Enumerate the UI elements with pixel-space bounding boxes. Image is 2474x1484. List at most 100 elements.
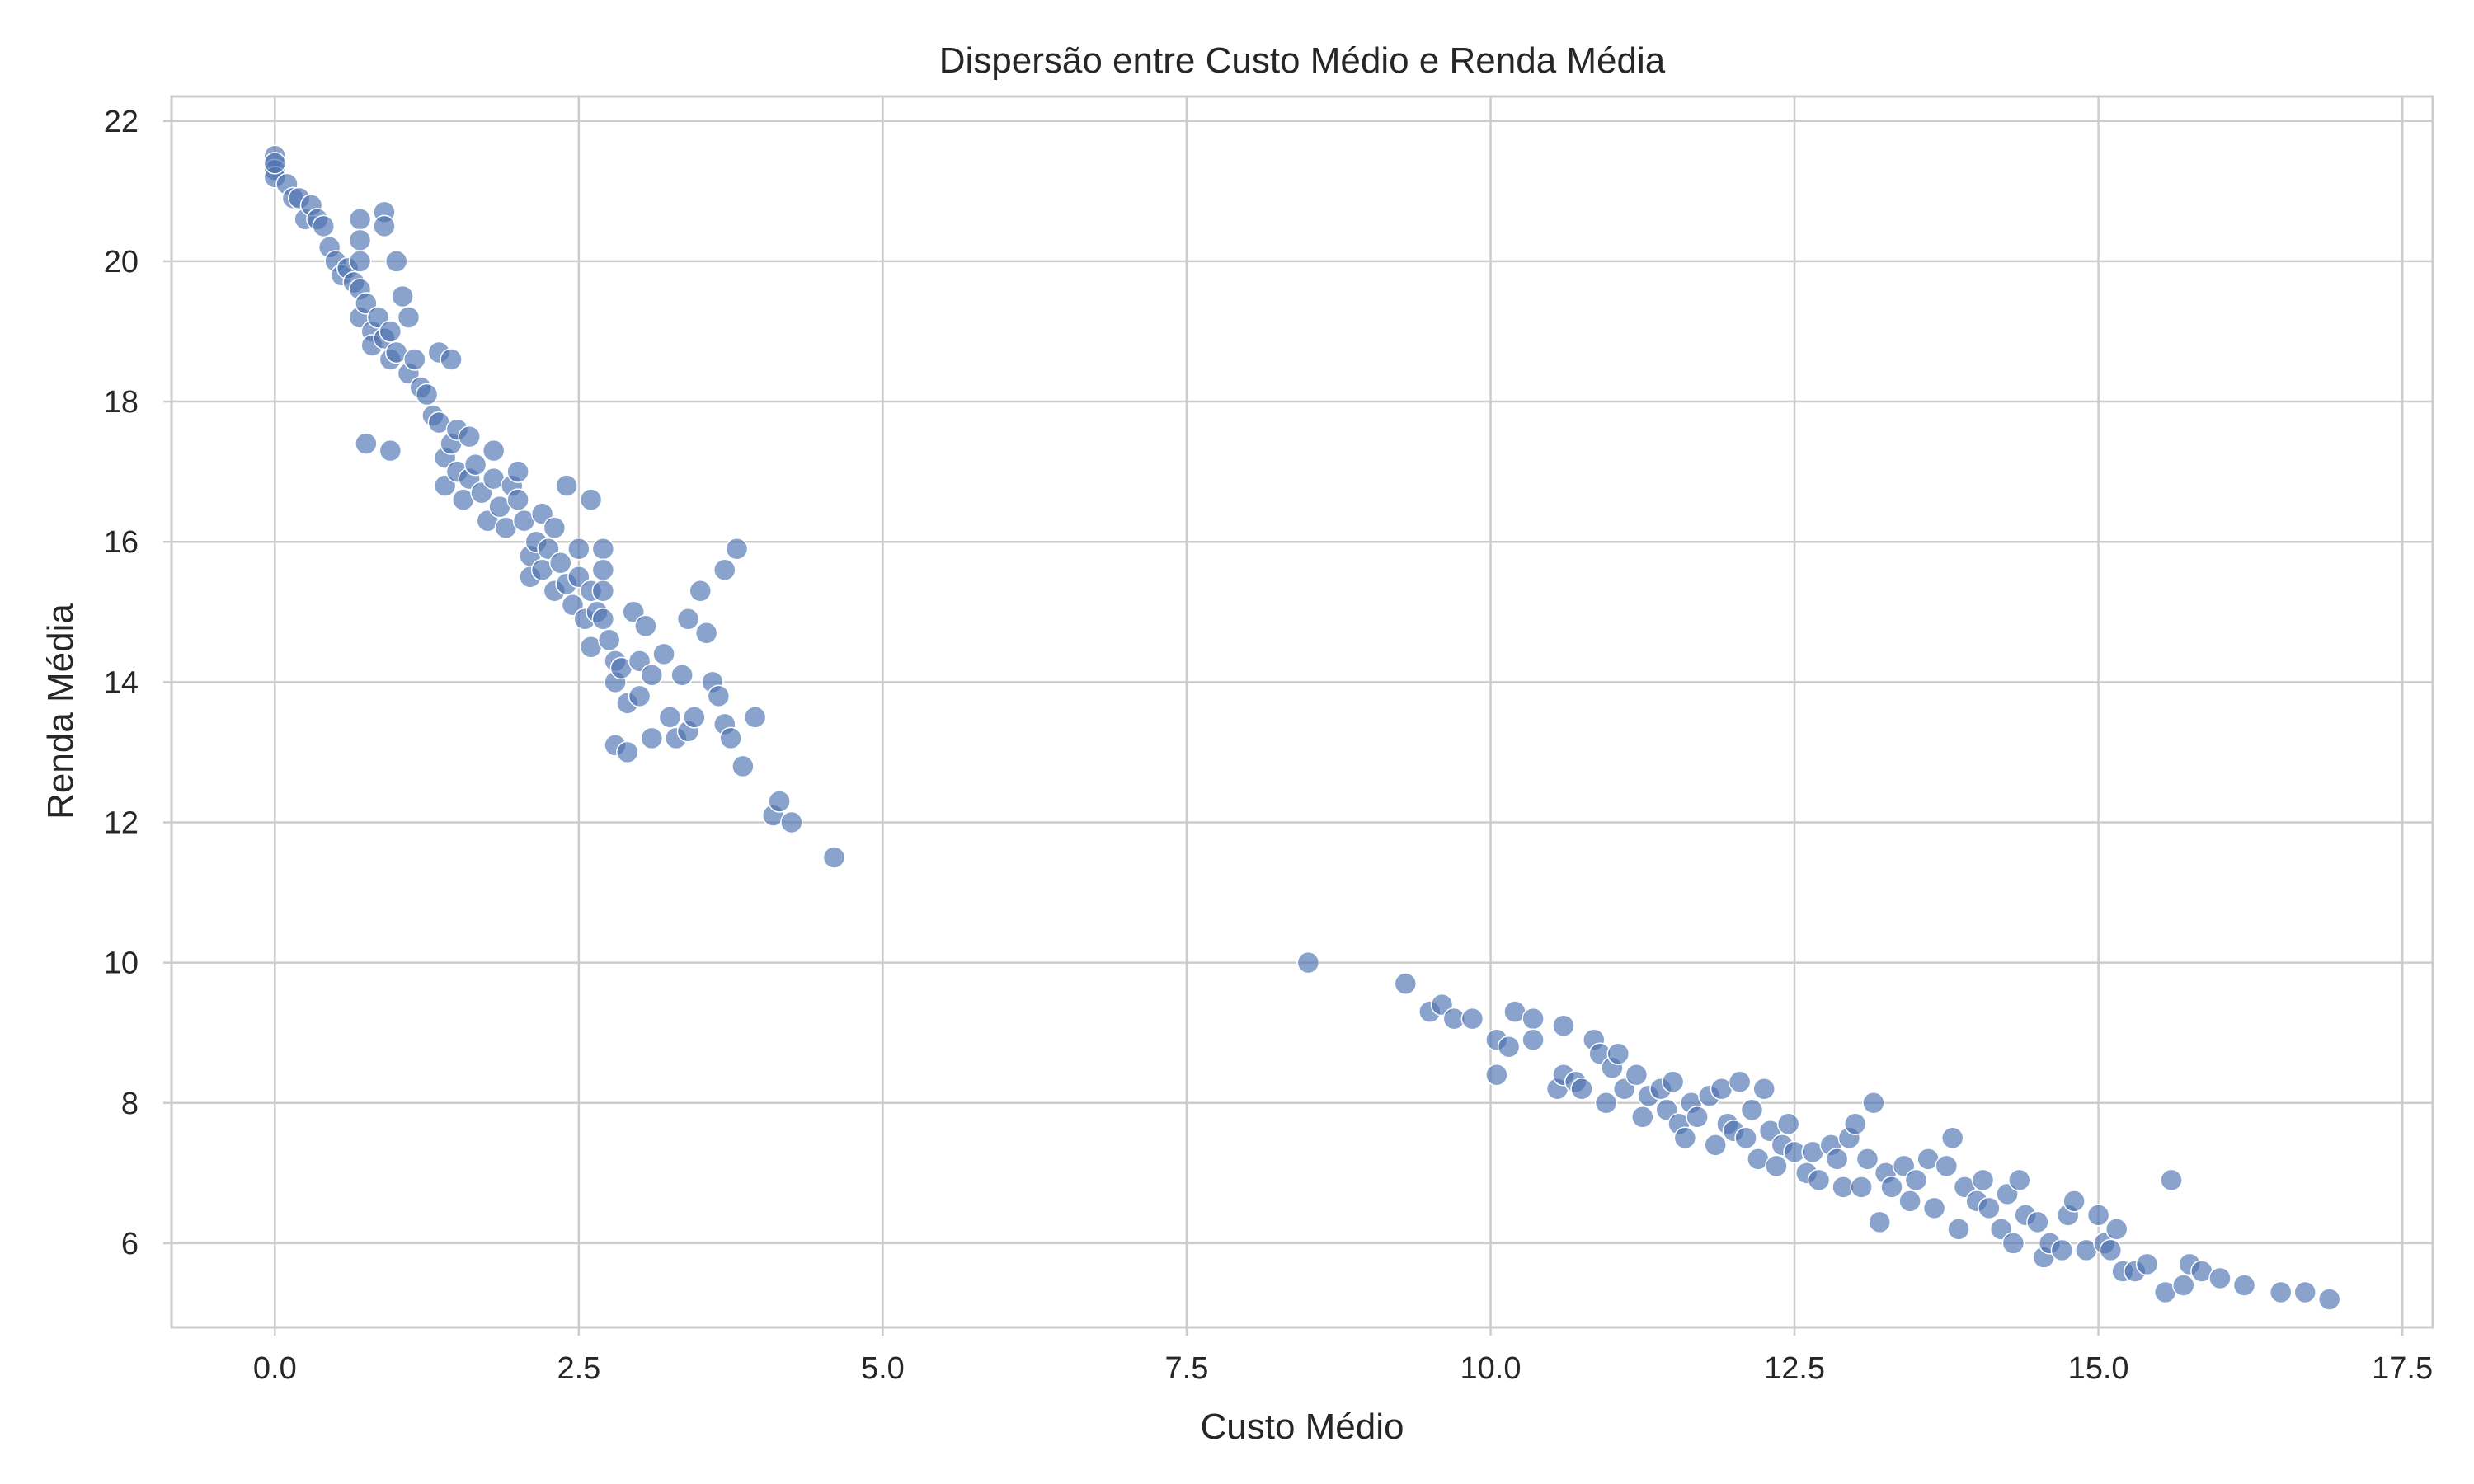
scatter-point [1661,1070,1685,1094]
scatter-point [567,537,590,561]
scatter-point [463,453,487,477]
scatter-point [2208,1266,2232,1290]
scatter-point [1460,1007,1484,1031]
scatter-point [543,516,567,539]
scatter-point [440,348,463,371]
scatter-point [555,474,578,497]
x-tick-label: 5.0 [861,1351,905,1386]
scatter-point [348,250,372,273]
scatter-point [548,551,572,575]
scatter-point [397,306,421,329]
chart-title: Dispersão entre Custo Médio e Renda Médi… [939,40,1666,81]
scatter-point [689,580,713,603]
scatter-point [1776,1112,1800,1136]
scatter-point [1394,972,1418,995]
x-tick-label: 15.0 [2068,1351,2129,1386]
scatter-point [1296,951,1320,974]
x-tick-label: 12.5 [1764,1351,1825,1386]
scatter-point [725,537,749,561]
x-tick-label: 7.5 [1165,1351,1209,1386]
scatter-point [591,558,615,581]
scatter-point [780,810,803,834]
scatter-point [1971,1168,1995,1192]
scatter-point [1570,1078,1593,1101]
scatter-point [616,740,639,764]
scatter-point [1734,1126,1757,1150]
scatter-point [384,250,408,273]
y-tick-label: 16 [104,525,139,560]
scatter-point [694,622,718,645]
scatter-point [640,726,664,750]
scatter-point [2001,1232,2025,1255]
scatter-point [2317,1288,2341,1311]
scatter-point [2099,1238,2123,1262]
scatter-point [2269,1280,2293,1304]
y-tick-label: 6 [121,1227,139,1261]
scatter-point [1868,1210,1891,1234]
scatter-point [1686,1106,1709,1129]
x-tick-label: 2.5 [557,1351,600,1386]
scatter-point [506,488,529,511]
y-tick-label: 12 [104,805,139,840]
scatter-point [391,284,414,308]
scatter-point [1522,1007,1545,1031]
scatter-point [1898,1190,1921,1213]
scatter-point [652,642,675,666]
scatter-point [591,608,615,631]
y-tick-label: 14 [104,665,139,700]
scatter-point [2232,1274,2256,1297]
scatter-point [713,558,736,581]
scatter-point [1856,1148,1879,1171]
scatter-point [1904,1168,1928,1192]
scatter-point [591,580,615,603]
scatter-point [1844,1112,1867,1136]
scatter-point [640,664,664,687]
scatter-point [658,706,682,729]
scatter-point [379,320,402,343]
scatter-point [1740,1098,1764,1122]
scatter-point [2160,1168,2183,1192]
scatter-point [312,214,336,238]
scatter-point [1880,1176,1903,1199]
scatter-point [1728,1070,1752,1094]
scatter-point [348,208,372,231]
scatter-point [1765,1154,1788,1178]
x-tick-label: 0.0 [253,1351,297,1386]
y-tick-label: 8 [121,1087,139,1121]
scatter-point [415,383,439,406]
scatter-point [2172,1274,2195,1297]
scatter-point [1752,1078,1776,1101]
scatter-point [2062,1190,2086,1213]
scatter-point [1631,1106,1654,1129]
scatter-point [1625,1063,1649,1087]
scatter-point [2135,1252,2159,1276]
scatter-point [355,432,378,455]
scatter-point [458,425,481,448]
scatter-point [1485,1063,1508,1087]
scatter-point [1862,1092,1885,1115]
x-axis-ticks: 0.0 2.5 5.0 7.5 10.0 12.5 15.0 17.5 [253,1327,2433,1386]
scatter-point [743,706,767,729]
scatter-point [506,460,529,483]
scatter-point [597,628,621,652]
scatter-point [1922,1196,1946,1220]
grid-lines [172,96,2433,1327]
scatter-point [731,754,755,778]
scatter-point [348,228,372,252]
scatter-point [707,684,731,708]
scatter-point [628,684,651,708]
scatter-point [591,537,615,561]
scatter-point [1850,1176,1873,1199]
scatter-point [822,846,846,869]
scatter-point [2050,1238,2074,1262]
y-axis-label: Renda Média [40,603,81,819]
scatter-point [1704,1134,1727,1157]
scatter-point [1947,1218,1970,1241]
scatter-point [1606,1042,1630,1065]
scatter-point [768,790,791,813]
scatter-point [1807,1168,1831,1192]
y-tick-label: 10 [104,946,139,981]
scatter-point [1552,1014,1575,1037]
